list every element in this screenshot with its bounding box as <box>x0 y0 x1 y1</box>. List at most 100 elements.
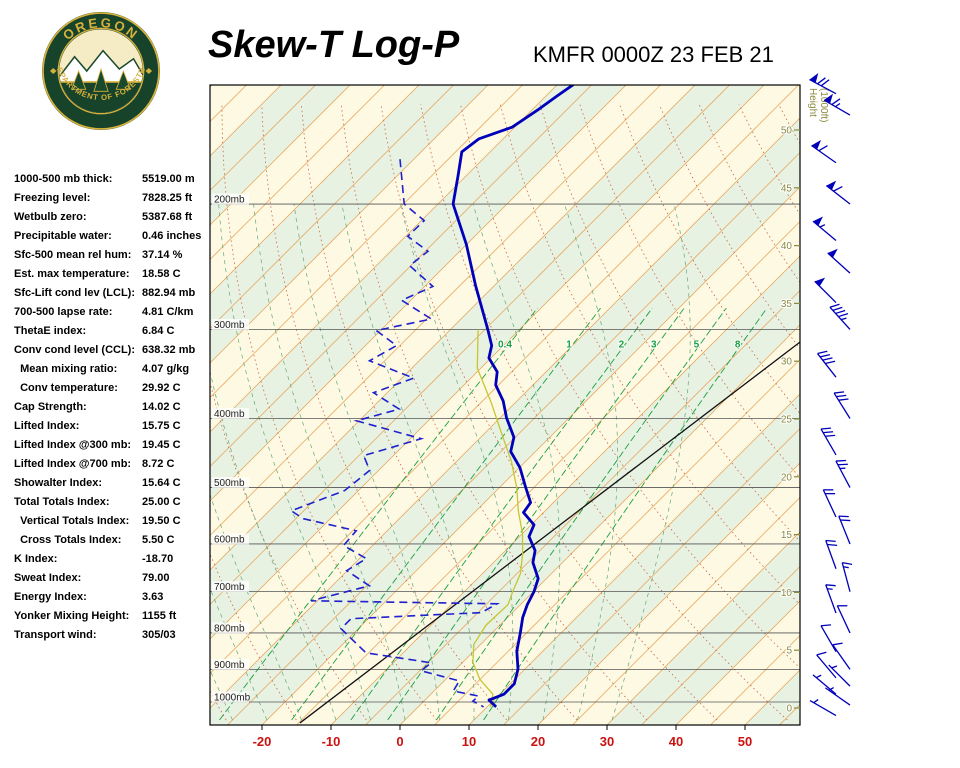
index-row: Energy Index: 3.63 <box>14 588 214 607</box>
index-label: Conv cond level (CCL): <box>14 344 136 356</box>
index-value: 305/03 <box>142 629 176 641</box>
index-row: Transport wind: 305/03 <box>14 626 214 645</box>
svg-text:40: 40 <box>669 734 683 749</box>
reference-line <box>299 341 800 724</box>
logo-inner-ring <box>57 27 145 115</box>
index-value: 19.45 C <box>142 439 181 451</box>
index-value: 882.94 mb <box>142 287 196 299</box>
index-row: Precipitable water: 0.46 inches <box>14 227 214 246</box>
svg-text:30: 30 <box>781 357 793 368</box>
index-value: 29.92 C <box>142 382 181 394</box>
index-row: Conv cond level (CCL): 638.32 mb <box>14 341 214 360</box>
svg-text:45: 45 <box>781 183 793 194</box>
index-label: Showalter Index: <box>14 477 103 489</box>
logo-outer-ring <box>42 12 160 130</box>
svg-text:500mb: 500mb <box>214 478 245 489</box>
svg-text:1: 1 <box>566 339 572 350</box>
svg-text:900mb: 900mb <box>214 660 245 671</box>
index-value: 19.50 C <box>142 515 181 527</box>
moist-adiabats <box>210 203 691 721</box>
index-row: Lifted Index: 15.75 C <box>14 417 214 436</box>
svg-text:25: 25 <box>781 415 793 426</box>
tree-icon <box>93 67 109 92</box>
page-title: Skew-T Log-P <box>208 24 460 66</box>
svg-text:700mb: 700mb <box>214 582 245 593</box>
index-row: Total Totals Index: 25.00 C <box>14 493 214 512</box>
index-value: 3.63 <box>142 591 164 603</box>
index-value: -18.70 <box>142 553 174 565</box>
diamond-icon <box>49 67 57 75</box>
index-row: Cap Strength: 14.02 C <box>14 398 214 417</box>
index-value: 0.46 inches <box>142 230 202 242</box>
index-row: Showalter Index: 15.64 C <box>14 474 214 493</box>
index-value: 1155 ft <box>142 610 177 622</box>
index-label: Precipitable water: <box>14 230 112 242</box>
index-value: 4.81 C/km <box>142 306 194 318</box>
station-datetime: KMFR 0000Z 23 FEB 21 <box>533 42 774 67</box>
svg-text:35: 35 <box>781 299 793 310</box>
svg-text:5: 5 <box>786 646 792 657</box>
index-value: 6.84 C <box>142 325 175 337</box>
mixing-ratio-labels: 0.4 1 2 3 5 8 <box>497 338 742 351</box>
svg-text:8: 8 <box>735 339 741 350</box>
svg-text:-10: -10 <box>322 734 341 749</box>
index-row: 700-500 lapse rate: 4.81 C/km <box>14 303 214 322</box>
index-label: 1000-500 mb thick: <box>14 173 113 185</box>
index-row: Conv temperature: 29.92 C <box>14 379 214 398</box>
svg-text:0.4: 0.4 <box>498 339 512 350</box>
index-label: Cap Strength: <box>14 401 87 413</box>
svg-text:3: 3 <box>651 339 657 350</box>
svg-text:800mb: 800mb <box>214 623 245 634</box>
dry-adiabats <box>210 104 800 721</box>
index-label: Transport wind: <box>14 629 97 641</box>
index-value: 8.72 C <box>142 458 175 470</box>
index-label: Energy Index: <box>14 591 87 603</box>
index-row: Sfc-Lift cond lev (LCL): 882.94 mb <box>14 284 214 303</box>
index-label: Mean mixing ratio: <box>14 363 118 375</box>
pressure-labels: 200mb 300mb 400mb 500mb 600mb 700mb 800mb 900mb… <box>212 193 251 704</box>
dewpoint-line <box>289 159 501 708</box>
index-value: 15.75 C <box>142 420 181 432</box>
index-label: Total Totals Index: <box>14 496 110 508</box>
index-value: 4.07 g/kg <box>142 363 190 375</box>
index-label: 700-500 lapse rate: <box>14 306 113 318</box>
tree-icon <box>115 69 132 90</box>
pressure-gridlines <box>210 203 800 703</box>
svg-text:0: 0 <box>786 704 792 715</box>
svg-text:0: 0 <box>396 734 403 749</box>
svg-text:15: 15 <box>781 530 793 541</box>
svg-text:5: 5 <box>694 339 700 350</box>
index-row: Sweat Index: 79.00 <box>14 569 214 588</box>
index-value: 638.32 mb <box>142 344 196 356</box>
index-row: Sfc-500 mean rel hum: 37.14 % <box>14 246 214 265</box>
index-label: Lifted Index @700 mb: <box>14 458 132 470</box>
svg-text:20: 20 <box>781 472 793 483</box>
svg-text:20: 20 <box>531 734 545 749</box>
index-label: Sfc-500 mean rel hum: <box>14 249 132 261</box>
index-row: ThetaE index: 6.84 C <box>14 322 214 341</box>
index-value: 37.14 % <box>142 249 183 261</box>
index-row: Freezing level: 7828.25 ft <box>14 189 214 208</box>
odf-logo: OREGON DEPARTMENT OF FORESTRY <box>37 3 162 132</box>
index-value: 15.64 C <box>142 477 181 489</box>
index-row: Est. max temperature: 18.58 C <box>14 265 214 284</box>
index-label: Lifted Index @300 mb: <box>14 439 132 451</box>
index-label: Est. max temperature: <box>14 268 130 280</box>
index-value: 5.50 C <box>142 534 175 546</box>
index-row: Lifted Index @700 mb: 8.72 C <box>14 455 214 474</box>
index-value: 5519.00 m <box>142 173 195 185</box>
index-row: Mean mixing ratio: 4.07 g/kg <box>14 360 214 379</box>
index-value: 25.00 C <box>142 496 181 508</box>
index-row: Lifted Index @300 mb: 19.45 C <box>14 436 214 455</box>
index-row: Wetbulb zero: 5387.68 ft <box>14 208 214 227</box>
index-row: 1000-500 mb thick: 5519.00 m <box>14 170 214 189</box>
odf-logo-svg: OREGON DEPARTMENT OF FORESTRY <box>37 3 160 130</box>
isotherm-bands <box>210 85 800 725</box>
index-value: 14.02 C <box>142 401 181 413</box>
svg-text:50: 50 <box>738 734 752 749</box>
svg-text:Height: Height <box>807 88 818 117</box>
svg-text:10: 10 <box>781 588 793 599</box>
index-label: Wetbulb zero: <box>14 211 87 223</box>
svg-text:10: 10 <box>462 734 476 749</box>
